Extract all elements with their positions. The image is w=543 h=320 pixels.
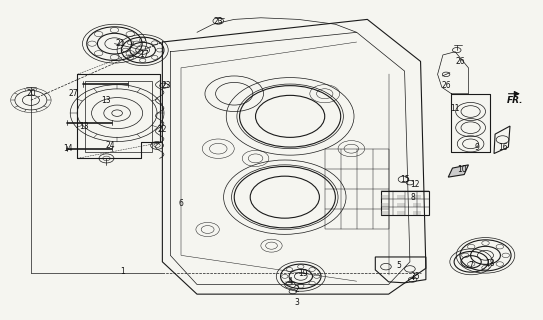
Polygon shape xyxy=(381,211,389,215)
Text: 7: 7 xyxy=(469,260,473,269)
Text: 4: 4 xyxy=(288,277,293,286)
Text: 16: 16 xyxy=(498,143,508,152)
Polygon shape xyxy=(413,195,421,199)
Text: 24: 24 xyxy=(106,141,116,150)
Text: FR.: FR. xyxy=(507,96,523,105)
Polygon shape xyxy=(413,203,421,207)
Text: 19: 19 xyxy=(299,268,308,278)
Polygon shape xyxy=(396,203,405,207)
Text: 1: 1 xyxy=(120,267,125,276)
Text: 6: 6 xyxy=(179,199,184,208)
Polygon shape xyxy=(396,195,405,199)
Text: 23: 23 xyxy=(161,81,171,90)
Text: 20: 20 xyxy=(26,89,36,98)
Text: 25: 25 xyxy=(411,272,420,281)
Text: 23: 23 xyxy=(213,17,223,26)
Polygon shape xyxy=(381,203,389,207)
Text: 10: 10 xyxy=(457,165,467,174)
Text: 12: 12 xyxy=(411,180,420,189)
Polygon shape xyxy=(413,211,421,215)
Text: 22: 22 xyxy=(157,125,167,134)
Text: 21: 21 xyxy=(115,39,124,48)
Text: 17: 17 xyxy=(139,51,149,60)
Text: 13: 13 xyxy=(102,96,111,105)
Polygon shape xyxy=(448,165,469,177)
Text: 13: 13 xyxy=(79,122,89,131)
Text: 2: 2 xyxy=(295,285,299,294)
Text: 3: 3 xyxy=(295,298,300,307)
Text: 27: 27 xyxy=(68,89,78,98)
Text: 26: 26 xyxy=(441,81,451,90)
Text: 8: 8 xyxy=(410,193,415,202)
Text: 14: 14 xyxy=(64,144,73,153)
Text: 15: 15 xyxy=(400,175,409,184)
Text: 5: 5 xyxy=(397,260,402,269)
Polygon shape xyxy=(381,195,389,199)
Polygon shape xyxy=(396,211,405,215)
Text: 26: 26 xyxy=(456,57,465,66)
Text: 9: 9 xyxy=(474,143,479,152)
Text: 11: 11 xyxy=(450,104,460,113)
Text: 18: 18 xyxy=(485,259,495,268)
